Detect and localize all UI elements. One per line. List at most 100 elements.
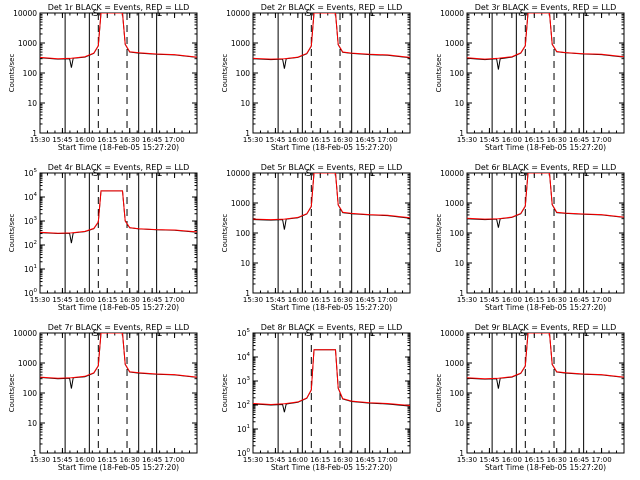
y-tick-label: 1000 xyxy=(445,39,464,48)
series-line-events xyxy=(253,173,410,230)
x-tick-label: 16:00 xyxy=(288,136,308,144)
marker-label-s: S xyxy=(306,169,312,179)
y-tick-label: 100 xyxy=(450,229,465,238)
y-tick-label: 1000 xyxy=(445,199,464,208)
y-tick-label: 100 xyxy=(236,229,251,238)
series-line-lld xyxy=(467,173,624,220)
x-tick-label: 16:15 xyxy=(97,136,117,144)
y-axis-label: Counts/sec xyxy=(8,54,16,93)
series-group xyxy=(40,190,197,244)
chart-panel-6: 1 10 100 1000 10000 15:30 15:45 16:00 16:15 16:30… xyxy=(435,163,625,312)
x-tick-label: 15:45 xyxy=(265,456,285,464)
x-tick-label: 15:30 xyxy=(243,296,263,304)
x-tick-label: 16:15 xyxy=(97,456,117,464)
chart-title: Det 9r BLACK = Events, RED = LLD xyxy=(475,323,617,332)
x-tick-label: 16:00 xyxy=(502,296,522,304)
plot-frame xyxy=(39,332,198,454)
series-group xyxy=(253,173,410,230)
y-tick-label: 100 xyxy=(23,389,38,398)
marker-label-s: S xyxy=(93,9,99,19)
series-line-events xyxy=(467,333,624,389)
x-tick-label: 15:30 xyxy=(457,456,477,464)
marker-label-s: S xyxy=(520,329,526,339)
x-tick-label: 17:00 xyxy=(164,456,184,464)
x-tick-label: 15:30 xyxy=(457,136,477,144)
x-axis-label: Start Time (18-Feb-05 15:27:20) xyxy=(271,303,392,312)
x-tick-label: 15:45 xyxy=(265,296,285,304)
series-line-events xyxy=(253,13,410,69)
x-tick-label: 16:30 xyxy=(333,456,353,464)
series-line-lld xyxy=(253,13,410,60)
y-tick-label: 104 xyxy=(237,352,251,362)
y-tick-label: 1 xyxy=(32,449,37,458)
x-tick-label: 16:45 xyxy=(569,296,589,304)
x-tick-label: 15:30 xyxy=(243,456,263,464)
series-line-lld xyxy=(253,173,410,221)
y-tick-label: 100 xyxy=(24,288,38,298)
y-tick-label: 10000 xyxy=(440,9,464,18)
x-tick-label: 16:45 xyxy=(355,296,375,304)
x-tick-label: 15:30 xyxy=(30,136,50,144)
y-tick-label: 1 xyxy=(459,289,464,298)
chart-title: Det 6r BLACK = Events, RED = LLD xyxy=(475,163,617,172)
y-tick-label: 1000 xyxy=(445,359,464,368)
x-tick-label: 16:15 xyxy=(97,296,117,304)
x-tick-label: 17:00 xyxy=(377,456,397,464)
y-tick-label: 1000 xyxy=(18,359,37,368)
y-tick-label: 1 xyxy=(245,129,250,138)
y-tick-label: 1 xyxy=(32,129,37,138)
x-axis-label: Start Time (18-Feb-05 15:27:20) xyxy=(485,143,606,152)
x-tick-label: 15:45 xyxy=(265,136,285,144)
y-tick-label: 1000 xyxy=(18,39,37,48)
x-tick-label: 17:00 xyxy=(377,296,397,304)
y-tick-label: 10 xyxy=(240,259,250,268)
series-group xyxy=(253,13,410,69)
y-tick-label: 100 xyxy=(236,69,251,78)
y-tick-label: 10000 xyxy=(440,169,464,178)
y-tick-label: 10 xyxy=(454,99,464,108)
y-tick-label: 101 xyxy=(237,424,250,434)
x-tick-label: 16:15 xyxy=(524,296,544,304)
x-axis-label: Start Time (18-Feb-05 15:27:20) xyxy=(58,303,179,312)
y-tick-label: 103 xyxy=(237,376,251,386)
x-axis-label: Start Time (18-Feb-05 15:27:20) xyxy=(58,143,179,152)
chart-title: Det 7r BLACK = Events, RED = LLD xyxy=(48,323,190,332)
series-line-lld xyxy=(40,190,197,234)
series-line-events xyxy=(253,349,410,413)
x-tick-label: 17:00 xyxy=(591,136,611,144)
series-line-lld xyxy=(467,13,624,60)
x-axis-label: Start Time (18-Feb-05 15:27:20) xyxy=(58,463,179,472)
y-tick-label: 102 xyxy=(237,400,250,410)
y-tick-label: 1000 xyxy=(231,199,250,208)
marker-label-l: L xyxy=(584,329,589,339)
x-tick-label: 15:45 xyxy=(52,136,72,144)
x-tick-label: 16:15 xyxy=(310,136,330,144)
x-tick-label: 16:00 xyxy=(75,296,95,304)
y-tick-label: 100 xyxy=(23,69,38,78)
marker-label-s: S xyxy=(93,169,99,179)
y-tick-label: 105 xyxy=(237,328,251,338)
x-tick-label: 17:00 xyxy=(591,456,611,464)
series-line-lld xyxy=(253,349,410,406)
marker-label-l: L xyxy=(157,9,162,19)
x-tick-label: 16:30 xyxy=(547,296,567,304)
y-axis-label: Counts/sec xyxy=(8,374,16,413)
x-tick-label: 15:30 xyxy=(30,456,50,464)
plot-frame xyxy=(39,12,198,134)
x-tick-label: 15:30 xyxy=(30,296,50,304)
y-axis-label: Counts/sec xyxy=(221,374,229,413)
x-tick-label: 16:15 xyxy=(524,456,544,464)
y-tick-label: 100 xyxy=(450,69,465,78)
series-group xyxy=(40,333,197,389)
y-tick-label: 10000 xyxy=(226,169,250,178)
y-axis-label: Counts/sec xyxy=(435,214,443,253)
x-tick-label: 15:30 xyxy=(457,296,477,304)
x-axis-label: Start Time (18-Feb-05 15:27:20) xyxy=(271,143,392,152)
x-tick-label: 16:45 xyxy=(142,296,162,304)
chart-title: Det 8r BLACK = Events, RED = LLD xyxy=(261,323,403,332)
x-tick-label: 16:30 xyxy=(120,136,140,144)
x-tick-label: 16:45 xyxy=(569,136,589,144)
y-tick-label: 10000 xyxy=(440,329,464,338)
